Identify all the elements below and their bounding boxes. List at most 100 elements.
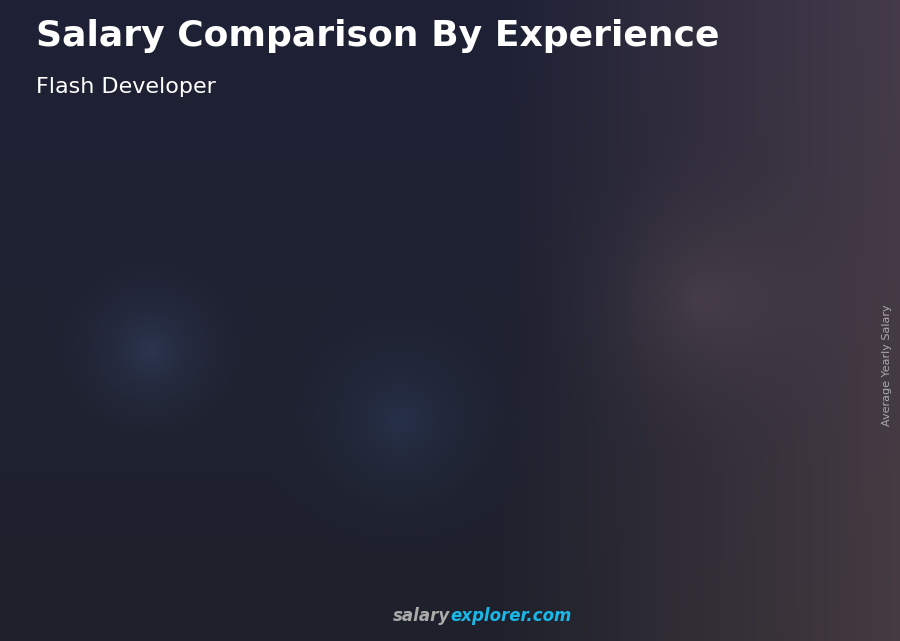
Bar [593,356,661,360]
Bar [333,524,400,527]
Bar [723,307,790,312]
Bar [203,470,271,472]
Bar [74,510,141,511]
Bar [593,326,661,330]
Bar [333,342,400,344]
Bar [723,469,790,473]
Bar [203,467,271,469]
Bar [74,529,141,531]
Bar [333,479,400,482]
Bar [723,549,790,554]
Bar [593,319,661,323]
Bar [203,493,271,495]
Bar [723,465,790,469]
Bar [723,509,790,513]
Bar [74,545,141,546]
Bar [464,524,531,527]
Bar [595,260,602,558]
Bar [464,438,531,441]
Bar [723,400,790,404]
Bar [203,487,271,489]
Bar [74,533,141,535]
Bar [593,267,661,271]
Bar [593,338,661,342]
Text: 714,000 NOK: 714,000 NOK [706,213,807,228]
Bar [723,243,790,247]
Bar [593,323,661,326]
Bar [723,295,790,299]
Text: salary: salary [392,607,450,625]
Bar [333,437,400,440]
Bar [464,338,531,342]
Bar [464,387,531,390]
Bar [464,373,531,376]
Bar [723,424,790,428]
Bar [464,376,531,379]
Bar [333,519,400,521]
Bar [203,457,271,459]
Bar [203,406,271,410]
Bar [464,297,531,301]
Bar [333,549,400,552]
Bar [74,547,141,549]
Bar [74,540,141,542]
Bar [203,408,271,410]
Bar [464,476,531,479]
Bar [723,279,790,283]
Bar [593,312,661,315]
Bar [203,497,271,499]
Bar [464,458,531,462]
Bar [203,479,271,481]
Bar [464,510,531,513]
Bar [333,347,400,350]
Bar [464,424,531,428]
Bar [336,333,342,558]
Bar [723,380,790,384]
Bar [593,397,661,401]
Bar [652,260,659,558]
Bar [593,520,661,524]
Bar [203,453,271,455]
Bar [74,508,141,510]
Bar [464,448,531,452]
Bar [593,408,661,412]
Bar [74,539,141,540]
Bar [723,497,790,501]
Bar [593,353,661,356]
Bar [593,289,661,293]
Bar [723,521,790,526]
Bar [203,476,271,478]
Bar [593,412,661,416]
Bar [333,333,400,336]
Bar [464,356,531,359]
Bar [74,460,141,461]
Bar [74,501,141,503]
Bar [74,549,141,551]
Bar [74,531,141,532]
Bar [203,556,271,558]
Bar [723,473,790,477]
Bar [723,537,790,542]
Bar [464,506,531,510]
Bar [593,330,661,334]
Bar [76,444,83,558]
Bar [74,535,141,537]
Bar [74,532,141,533]
Bar [203,415,271,417]
Bar [464,534,531,537]
Bar [203,546,271,548]
Bar [74,445,141,447]
Bar [203,430,271,432]
Bar [74,494,141,495]
Bar [203,461,271,463]
Bar [464,513,531,517]
Bar [132,444,140,558]
Bar [333,513,400,515]
Bar [333,490,400,493]
Bar [464,441,531,445]
Bar [723,493,790,497]
Bar [333,364,400,367]
Bar [464,284,531,287]
Bar [593,342,661,345]
Bar [203,491,271,493]
